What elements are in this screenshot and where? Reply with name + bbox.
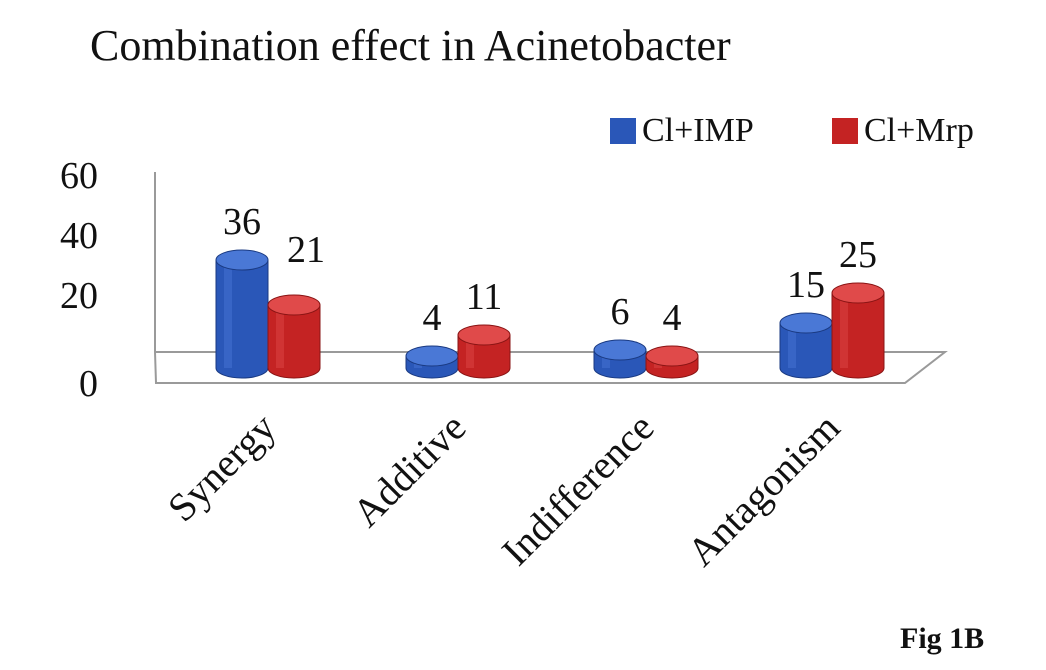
data-label-cl-mrp-indifference: 4	[663, 297, 682, 339]
data-label-cl-mrp-additive: 11	[466, 276, 503, 318]
bar-highlight	[224, 260, 232, 368]
legend-swatch-cl-imp	[610, 118, 636, 144]
legend: Cl+IMP Cl+Mrp	[610, 112, 974, 149]
legend-swatch-cl-mrp	[832, 118, 858, 144]
bar-cl-imp-indifference	[593, 339, 647, 379]
bar-top	[645, 345, 699, 367]
bar-highlight	[788, 323, 796, 368]
data-label-cl-imp-indifference: 6	[611, 291, 630, 333]
data-label-cl-imp-additive: 4	[423, 297, 442, 339]
chart-title: Combination effect in Acinetobacter	[90, 21, 731, 70]
bar-highlight	[276, 305, 284, 368]
bar-cl-mrp-synergy	[267, 294, 321, 379]
legend-label-cl-imp: Cl+IMP	[642, 112, 754, 149]
data-label-cl-mrp-antagonism: 25	[839, 234, 877, 276]
bar-cl-imp-additive	[405, 345, 459, 379]
bars	[215, 249, 885, 379]
y-tick-label: 60	[60, 155, 98, 197]
bar-top	[405, 345, 459, 367]
category-label-additive: Additive	[344, 405, 475, 536]
bar-body	[267, 304, 321, 379]
bar-cl-mrp-indifference	[645, 345, 699, 379]
legend-label-cl-mrp: Cl+Mrp	[864, 112, 974, 149]
bar-top	[831, 282, 885, 304]
category-label-synergy: Synergy	[159, 405, 285, 531]
bar-top	[457, 324, 511, 346]
bar-top	[267, 294, 321, 316]
bar-cl-mrp-antagonism	[831, 282, 885, 379]
bar-body	[215, 259, 269, 379]
data-label-cl-imp-synergy: 36	[223, 201, 261, 243]
y-tick-label: 20	[60, 275, 98, 317]
y-tick-label: 0	[79, 363, 98, 405]
figure-label: Fig 1B	[900, 622, 984, 655]
bar-body	[779, 322, 833, 379]
y-tick-label: 40	[60, 215, 98, 257]
bar-highlight	[466, 335, 474, 368]
bar-body	[457, 334, 511, 379]
bar-highlight	[840, 293, 848, 368]
y-axis-ticks: 0 20 40 60	[60, 155, 98, 405]
bar-top	[593, 339, 647, 361]
category-label-indifference: Indifference	[493, 405, 662, 574]
bar-highlight	[602, 350, 610, 368]
bar-body	[831, 292, 885, 379]
bar-cl-mrp-additive	[457, 324, 511, 379]
bar-cl-imp-synergy	[215, 249, 269, 379]
category-labels: Synergy Additive Indifference Antagonism	[159, 405, 849, 575]
bar-cl-imp-antagonism	[779, 312, 833, 379]
bar-top	[215, 249, 269, 271]
category-label-antagonism: Antagonism	[678, 405, 848, 575]
bar-top	[779, 312, 833, 334]
data-label-cl-imp-antagonism: 15	[787, 264, 825, 306]
data-label-cl-mrp-synergy: 21	[287, 229, 325, 271]
